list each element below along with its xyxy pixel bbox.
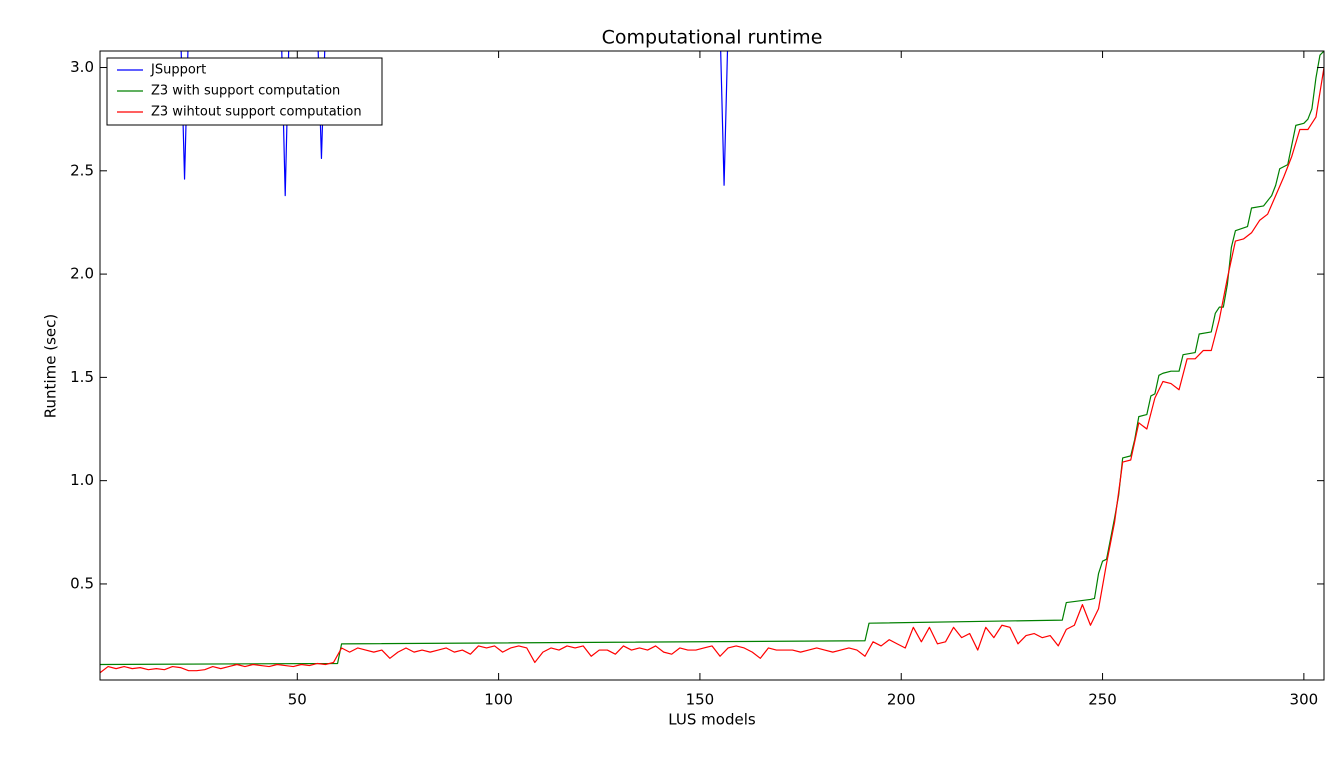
legend-label: Z3 wihtout support computation (151, 105, 362, 120)
y-axis-label: Runtime (sec) (42, 314, 60, 418)
x-tick-label: 300 (1290, 691, 1319, 709)
legend-box (106, 57, 383, 126)
x-tick-label: 50 (288, 691, 307, 709)
legend: JSupport Z3 with support computation Z3 wi… (106, 57, 383, 126)
x-tick-label: 150 (686, 691, 715, 709)
series-line (100, 67, 1324, 674)
y-tick-label: 3.0 (70, 58, 94, 76)
series-line (100, 51, 1324, 666)
x-tick-label: 200 (887, 691, 916, 709)
y-tick-label: 1.5 (70, 368, 94, 386)
x-tick-label: 250 (1088, 691, 1117, 709)
y-tick-label: 2.5 (70, 161, 94, 179)
plot-frame (99, 50, 1325, 681)
legend-label: JSupport (150, 63, 206, 78)
plot-area (100, 51, 1324, 674)
x-tick-label: 100 (484, 691, 513, 709)
chart-title: Computational runtime (602, 27, 823, 49)
series-line (180, 51, 729, 197)
legend-label: Z3 with support computation (151, 84, 340, 99)
x-axis-label: LUS models (668, 711, 756, 729)
y-tick-label: 1.0 (70, 471, 94, 489)
y-tick-label: 2.0 (70, 265, 94, 283)
y-tick-label: 0.5 (70, 574, 94, 592)
